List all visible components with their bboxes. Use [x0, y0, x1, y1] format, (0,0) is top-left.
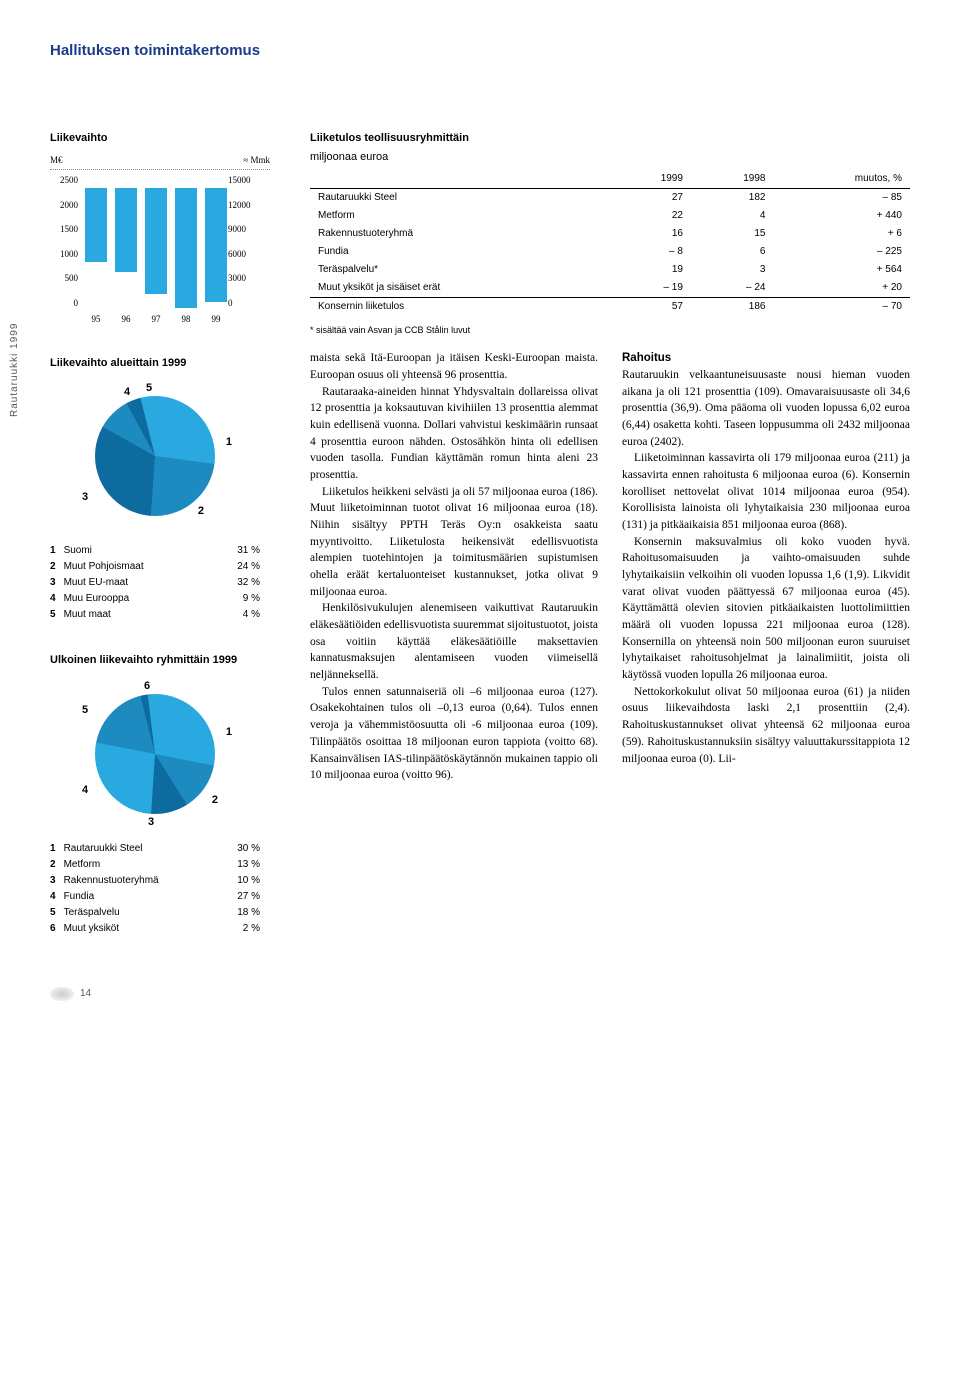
pie2-title: Ulkoinen liikevaihto ryhmittäin 1999 [50, 653, 260, 668]
bar [145, 188, 167, 294]
bar [205, 188, 227, 302]
y-axis-right: 15000 12000 9000 6000 3000 0 [228, 176, 260, 308]
table-row: Muut yksiköt ja sisäiset erät– 19– 24+ 2… [310, 279, 910, 298]
table-total-row: Konsernin liiketulos57186– 70 [310, 297, 910, 316]
bars [85, 188, 227, 308]
page-number: 14 [50, 987, 910, 1001]
para: Rautaruukin velkaantuneisuusaste nousi h… [622, 367, 910, 450]
bar-chart-block: Liikevaihto M€ ≈ Mmk 2500 2000 1500 1000… [50, 131, 270, 326]
bar-chart-area: 2500 2000 1500 1000 500 0 15000 12000 90… [50, 176, 260, 326]
pie2-wrap: 1 2 3 4 5 6 [80, 679, 230, 829]
para: Rautaraaka-aineiden hinnat Yhdysvaltain … [310, 384, 598, 484]
legend-row: 6Muut yksiköt2 % [50, 921, 260, 937]
body-text: maista sekä Itä-Euroopan ja itäisen Kesk… [310, 350, 910, 783]
bar-chart-units: M€ ≈ Mmk [50, 154, 270, 170]
pie1-chart [95, 396, 215, 516]
para: Liiketulos heikkeni selvästi ja oli 57 m… [310, 484, 598, 601]
table-row: Fundia– 86– 225 [310, 243, 910, 261]
right-column: Liiketulos teollisuusryhmittäin miljoona… [310, 131, 910, 937]
x-axis: 95 96 97 98 99 [85, 313, 227, 326]
para: Liiketoiminnan kassavirta oli 179 miljoo… [622, 450, 910, 533]
bar [115, 188, 137, 272]
table-row: Rakennustuoteryhmä1615+ 6 [310, 225, 910, 243]
table-row: Teräspalvelu*193+ 564 [310, 261, 910, 279]
pie1-title: Liikevaihto alueittain 1999 [50, 356, 260, 371]
page-title: Hallituksen toimintakertomus [50, 40, 910, 61]
legend-row: 1Rautaruukki Steel30 % [50, 841, 260, 857]
para: Konsernin maksuvalmius oli koko vuoden h… [622, 534, 910, 684]
legend-row: 5Muut maat4 % [50, 607, 260, 623]
legend-row: 4Fundia27 % [50, 889, 260, 905]
y-axis-left: 2500 2000 1500 1000 500 0 [50, 176, 78, 308]
data-table: 1999 1998 muutos, % Rautaruukki Steel271… [310, 170, 910, 316]
left-unit: M€ [50, 154, 63, 167]
para: Henkilösivukulujen alenemiseen vaikuttiv… [310, 600, 598, 683]
page-dot-icon [50, 987, 74, 1001]
table-title-2: miljoonaa euroa [310, 150, 910, 165]
para: Tulos ennen satunnaiseriä oli –6 miljoon… [310, 684, 598, 784]
table-row: Metform224+ 440 [310, 207, 910, 225]
table-row: Rautaruukki Steel27182– 85 [310, 188, 910, 207]
side-label: Rautaruukki 1999 [8, 323, 22, 417]
bar [175, 188, 197, 308]
pie2-chart [95, 694, 215, 814]
bar [85, 188, 107, 262]
legend-row: 5Teräspalvelu18 % [50, 905, 260, 921]
subhead-rahoitus: Rahoitus [622, 350, 910, 367]
table-title-1: Liiketulos teollisuusryhmittäin [310, 131, 910, 146]
para: maista sekä Itä-Euroopan ja itäisen Kesk… [310, 350, 598, 383]
legend-row: 3Rakennustuoteryhmä10 % [50, 873, 260, 889]
left-column: Liikevaihto M€ ≈ Mmk 2500 2000 1500 1000… [50, 131, 270, 937]
pie2-legend: 1Rautaruukki Steel30 %2Metform13 %3Raken… [50, 841, 260, 937]
pie1-wrap: 1 2 3 4 5 [80, 381, 230, 531]
table-footnote: * sisältää vain Asvan ja CCB Stålin luvu… [310, 324, 910, 337]
right-unit: ≈ Mmk [243, 154, 270, 167]
pie1-legend: 1Suomi31 %2Muut Pohjoismaat24 %3Muut EU-… [50, 543, 260, 623]
page-wrap: Rautaruukki 1999 Hallituksen toimintaker… [50, 40, 910, 1001]
para: Nettokorkokulut olivat 50 miljoonaa euro… [622, 684, 910, 767]
bar-chart-title: Liikevaihto [50, 131, 270, 146]
legend-row: 3Muut EU-maat32 % [50, 575, 260, 591]
pie1-block: Liikevaihto alueittain 1999 1 2 3 4 5 1S… [50, 356, 260, 623]
legend-row: 2Muut Pohjoismaat24 % [50, 559, 260, 575]
main-grid: Liikevaihto M€ ≈ Mmk 2500 2000 1500 1000… [50, 131, 910, 937]
pie2-block: Ulkoinen liikevaihto ryhmittäin 1999 1 2… [50, 653, 260, 936]
legend-row: 1Suomi31 % [50, 543, 260, 559]
legend-row: 4Muu Eurooppa9 % [50, 591, 260, 607]
legend-row: 2Metform13 % [50, 857, 260, 873]
